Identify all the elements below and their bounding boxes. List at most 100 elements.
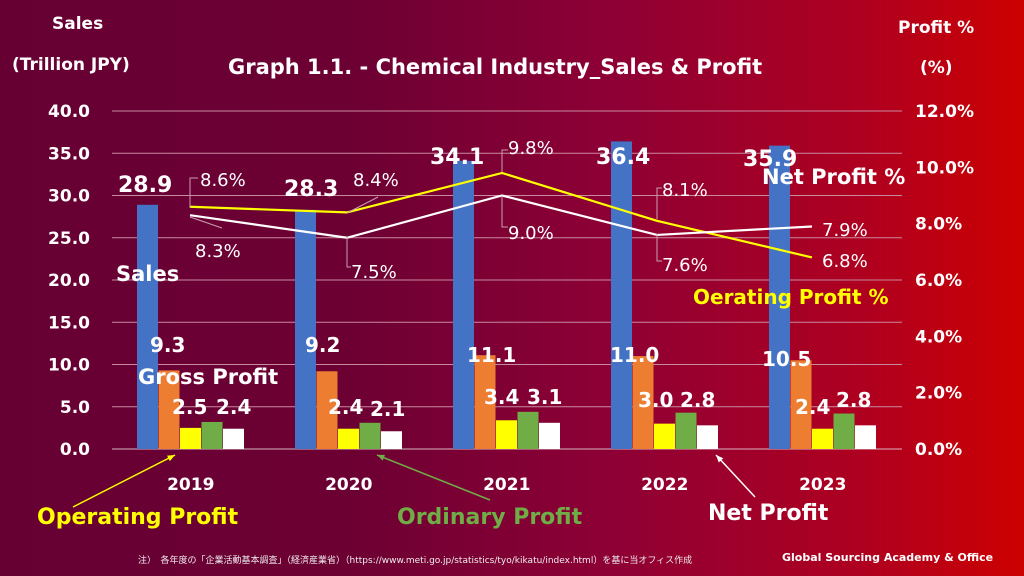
leader-line bbox=[656, 187, 662, 219]
left-tick-label: 30.0 bbox=[48, 187, 90, 207]
sales-bar bbox=[611, 141, 632, 450]
left-tick-label: 25.0 bbox=[48, 229, 90, 249]
operating-profit-bar bbox=[338, 428, 359, 449]
leader-line bbox=[189, 177, 198, 208]
left-tick-label: 10.0 bbox=[48, 356, 90, 376]
callout-operating-profit: Operating Profit bbox=[37, 505, 239, 530]
sales-value-label: 34.1 bbox=[430, 145, 484, 170]
net-profit-pct-label: 7.5% bbox=[351, 262, 397, 283]
net-profit-bar bbox=[223, 428, 244, 449]
callout-operating-profit-pct: Oerating Profit % bbox=[693, 285, 889, 309]
callout-gross-profit: Gross Profit bbox=[138, 365, 279, 389]
left-tick-label: 15.0 bbox=[48, 313, 90, 333]
chart-title: Graph 1.1. - Chemical Industry_Sales & P… bbox=[228, 55, 763, 79]
net-profit-arrow bbox=[715, 454, 756, 498]
net-profit-pct-label: 8.3% bbox=[195, 241, 241, 262]
ordinary-profit-bar bbox=[675, 412, 697, 449]
leader-line bbox=[501, 196, 508, 228]
operating-profit-bar bbox=[812, 428, 833, 449]
net-profit-pct-label: 7.9% bbox=[822, 220, 868, 241]
net-profit-pct-label: 7.6% bbox=[662, 255, 708, 276]
sales-bar bbox=[453, 160, 474, 450]
operating-profit-bar bbox=[496, 420, 517, 449]
net-profit-value-label: 2.1 bbox=[370, 397, 405, 421]
leader-line bbox=[346, 237, 351, 268]
net-profit-bar bbox=[381, 431, 402, 449]
gross-profit-bar bbox=[158, 370, 180, 449]
net-profit-bar bbox=[855, 425, 876, 449]
leader-line bbox=[656, 234, 662, 262]
leader-line bbox=[346, 196, 379, 214]
operating-profit-bar bbox=[654, 423, 675, 449]
operating-profit-bar bbox=[180, 427, 201, 449]
sales-value-label: 28.3 bbox=[284, 177, 338, 202]
line-marks bbox=[189, 171, 813, 259]
ordinary-profit-bar bbox=[201, 421, 223, 449]
callout-sales: Sales bbox=[116, 262, 180, 286]
right-axis-title-line2: (%) bbox=[920, 58, 953, 78]
gross-profit-bar bbox=[632, 356, 654, 449]
ordinary-profit-arrow bbox=[376, 454, 491, 501]
left-tick-label: 40.0 bbox=[48, 102, 90, 122]
operating-profit-arrow bbox=[72, 454, 176, 508]
operating-profit-pct-label: 9.8% bbox=[508, 138, 554, 159]
operating-profit-pct-label: 8.6% bbox=[200, 170, 246, 191]
left-tick-label: 0.0 bbox=[60, 440, 90, 460]
operating-profit-value-label: 2.4 bbox=[795, 395, 830, 419]
left-axis-title-line1: Sales bbox=[52, 14, 104, 34]
right-axis-title-line1: Profit % bbox=[898, 18, 975, 38]
sales-value-label: 28.9 bbox=[118, 173, 172, 198]
right-tick-label: 10.0% bbox=[915, 158, 974, 178]
ordinary-profit-bar bbox=[359, 422, 381, 449]
left-tick-label: 5.0 bbox=[60, 398, 90, 418]
gross-profit-value-label: 10.5 bbox=[762, 347, 811, 371]
axis-ticks: 0.0 5.0 10.0 15.0 20.0 25.0 30.0 35.0 40.0 0.0% 2.… bbox=[48, 102, 974, 495]
net-profit-value-label: 2.4 bbox=[216, 395, 251, 419]
right-tick-label: 6.0% bbox=[915, 271, 962, 291]
left-axis-title-line2: (Trillion JPY) bbox=[12, 55, 130, 75]
net-profit-value-label: 2.8 bbox=[836, 388, 871, 412]
right-tick-label: 4.0% bbox=[915, 327, 962, 347]
right-tick-label: 0.0% bbox=[915, 440, 962, 460]
left-tick-label: 35.0 bbox=[48, 144, 90, 164]
ordinary-profit-bar bbox=[517, 411, 539, 449]
sales-bar bbox=[295, 209, 316, 449]
operating-profit-value-label: 3.4 bbox=[484, 385, 519, 409]
gross-profit-bar bbox=[790, 360, 812, 449]
right-tick-label: 2.0% bbox=[915, 384, 962, 404]
right-tick-label: 12.0% bbox=[915, 102, 974, 122]
net-profit-pct-label: 9.0% bbox=[508, 223, 554, 244]
leader-line bbox=[189, 216, 223, 229]
net-profit-pct-line bbox=[189, 194, 813, 239]
net-profit-bar bbox=[539, 422, 560, 449]
callout-ordinary-profit: Ordinary Profit bbox=[397, 505, 583, 530]
gross-profit-value-label: 9.2 bbox=[305, 333, 340, 357]
operating-profit-pct-label: 8.4% bbox=[353, 170, 399, 191]
callout-net-profit-pct: Net Profit % bbox=[762, 165, 906, 189]
ordinary-profit-bar bbox=[833, 413, 855, 449]
net-profit-value-label: 3.1 bbox=[527, 385, 562, 409]
net-profit-arrow-head bbox=[716, 455, 724, 463]
gross-profit-bar bbox=[474, 355, 496, 449]
sales-bar bbox=[769, 145, 790, 449]
gross-profit-value-label: 11.0 bbox=[610, 343, 659, 367]
category-label: 2019 bbox=[167, 475, 214, 495]
sales-bar bbox=[137, 204, 158, 449]
category-label: 2020 bbox=[325, 475, 372, 495]
operating-profit-value-label: 2.4 bbox=[328, 395, 363, 419]
right-tick-label: 8.0% bbox=[915, 215, 962, 235]
operating-profit-arrow-head bbox=[167, 455, 175, 462]
data-labels: 28.9 28.3 34.1 36.4 35.9 9.3 9.2 11.1 11.0 10.5 2.… bbox=[118, 138, 871, 421]
gross-profit-value-label: 9.3 bbox=[150, 333, 185, 357]
category-label: 2021 bbox=[483, 475, 530, 495]
category-label: 2022 bbox=[641, 475, 688, 495]
net-profit-bar bbox=[697, 425, 718, 449]
callout-arrows bbox=[72, 454, 756, 508]
ordinary-profit-arrow-head bbox=[377, 454, 385, 461]
left-tick-label: 20.0 bbox=[48, 271, 90, 291]
sales-value-label: 35.9 bbox=[743, 147, 797, 172]
brand-label: Global Sourcing Academy & Office bbox=[782, 551, 994, 564]
category-label: 2023 bbox=[799, 475, 846, 495]
operating-profit-pct-label: 8.1% bbox=[662, 180, 708, 201]
